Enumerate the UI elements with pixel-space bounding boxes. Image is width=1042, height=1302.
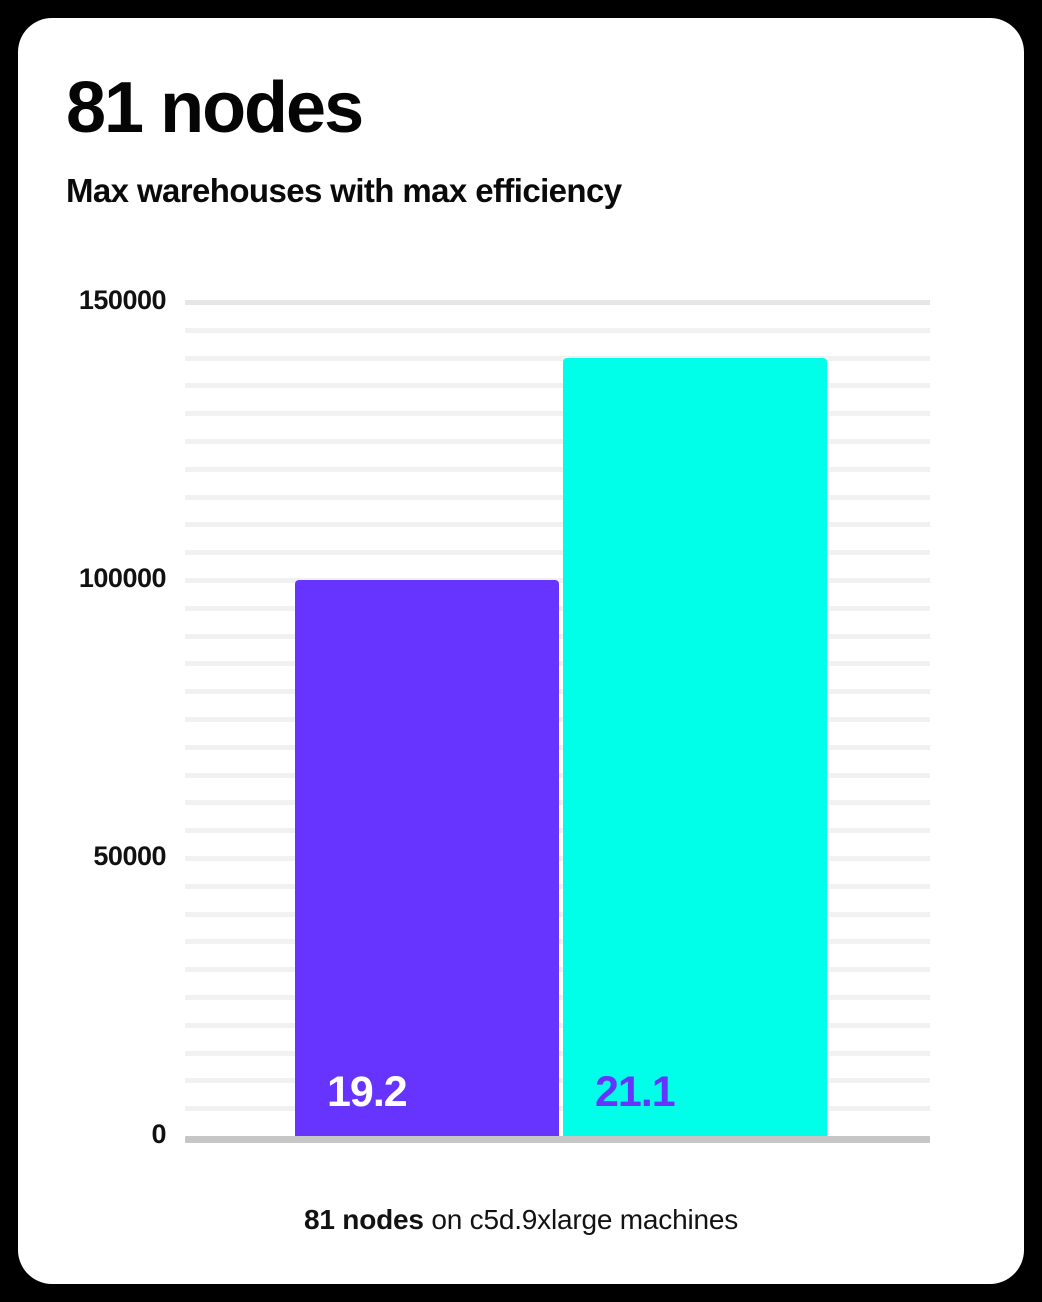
page-subtitle: Max warehouses with max efficiency: [66, 172, 622, 209]
bar-chart-plot: 150000 100000 50000 0 19.2 21.1: [18, 18, 1024, 1284]
bar[interactable]: 19.2: [295, 580, 559, 1136]
gridline: [185, 522, 930, 528]
gridline: [185, 439, 930, 444]
caption-rest-text: on c5d.9xlarge machines: [423, 1204, 739, 1235]
gridline: [185, 383, 930, 389]
chart-card: 81 nodes Max warehouses with max efficie…: [18, 18, 1024, 1284]
gridline: [185, 466, 930, 472]
caption-strong-text: 81 nodes: [303, 1204, 424, 1235]
bar-value-label: 21.1: [595, 1068, 676, 1116]
y-axis-tick-label: 50000: [93, 841, 166, 871]
page-title: 81 nodes: [66, 68, 364, 148]
gridline: [185, 300, 930, 305]
gridline: [185, 327, 930, 333]
y-axis-tick-label: 0: [151, 1119, 166, 1149]
gridline: [185, 494, 930, 500]
bar-value-label: 19.2: [327, 1068, 408, 1116]
gridline: [185, 355, 930, 361]
gridline: [185, 411, 930, 417]
chart-caption: 81 nodes on c5d.9xlarge machines: [18, 1204, 1024, 1236]
bar[interactable]: 21.1: [563, 357, 827, 1136]
x-axis-baseline: [185, 1136, 930, 1143]
gridline: [185, 550, 930, 556]
y-axis-tick-label: 100000: [78, 563, 167, 593]
y-axis-tick-label: 150000: [78, 285, 167, 315]
